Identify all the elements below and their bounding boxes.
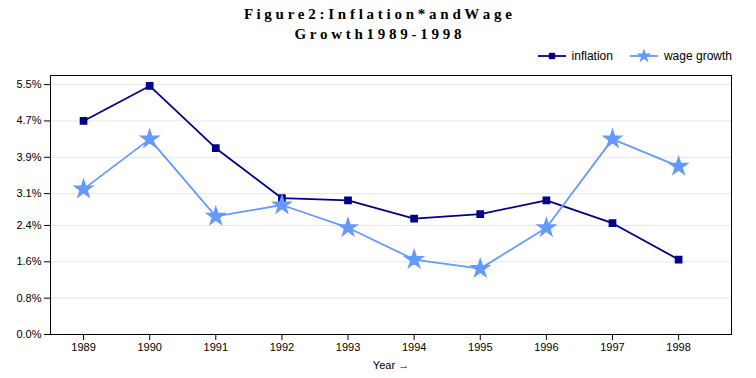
svg-text:3.9%: 3.9% — [16, 150, 41, 162]
html-text:inflation: inflation — [571, 48, 613, 63]
svg-text:1998: 1998 — [666, 341, 690, 353]
svg-text:5.5%: 5.5% — [16, 78, 41, 90]
svg-text:2.4%: 2.4% — [16, 218, 41, 230]
svg-text:1990: 1990 — [137, 341, 161, 353]
html-text:wage growth: wage growth — [664, 48, 732, 63]
svg-text:1991: 1991 — [204, 341, 228, 353]
html-text:G r o w t h 1 9 8 9 - 1 9 9 8: G r o w t h 1 9 8 9 - 1 9 9 8 — [294, 26, 462, 43]
svg-text:1997: 1997 — [600, 341, 624, 353]
svg-text:1.6%: 1.6% — [16, 255, 41, 267]
svg-text:4.7%: 4.7% — [16, 114, 41, 126]
svg-text:0.0%: 0.0% — [16, 328, 41, 340]
svg-text:1993: 1993 — [336, 341, 360, 353]
svg-text:1992: 1992 — [270, 341, 294, 353]
svg-text:3.1%: 3.1% — [16, 187, 41, 199]
svg-text:0.8%: 0.8% — [16, 291, 41, 303]
html-text:F i g u r e 2 : I n f l a t i: F i g u r e 2 : I n f l a t i o n * a n … — [244, 6, 512, 22]
svg-text:1994: 1994 — [402, 341, 426, 353]
svg-text:Year →: Year → — [373, 358, 409, 370]
svg-text:1989: 1989 — [71, 341, 95, 353]
svg-text:1995: 1995 — [468, 341, 492, 353]
svg-text:1996: 1996 — [534, 341, 558, 353]
